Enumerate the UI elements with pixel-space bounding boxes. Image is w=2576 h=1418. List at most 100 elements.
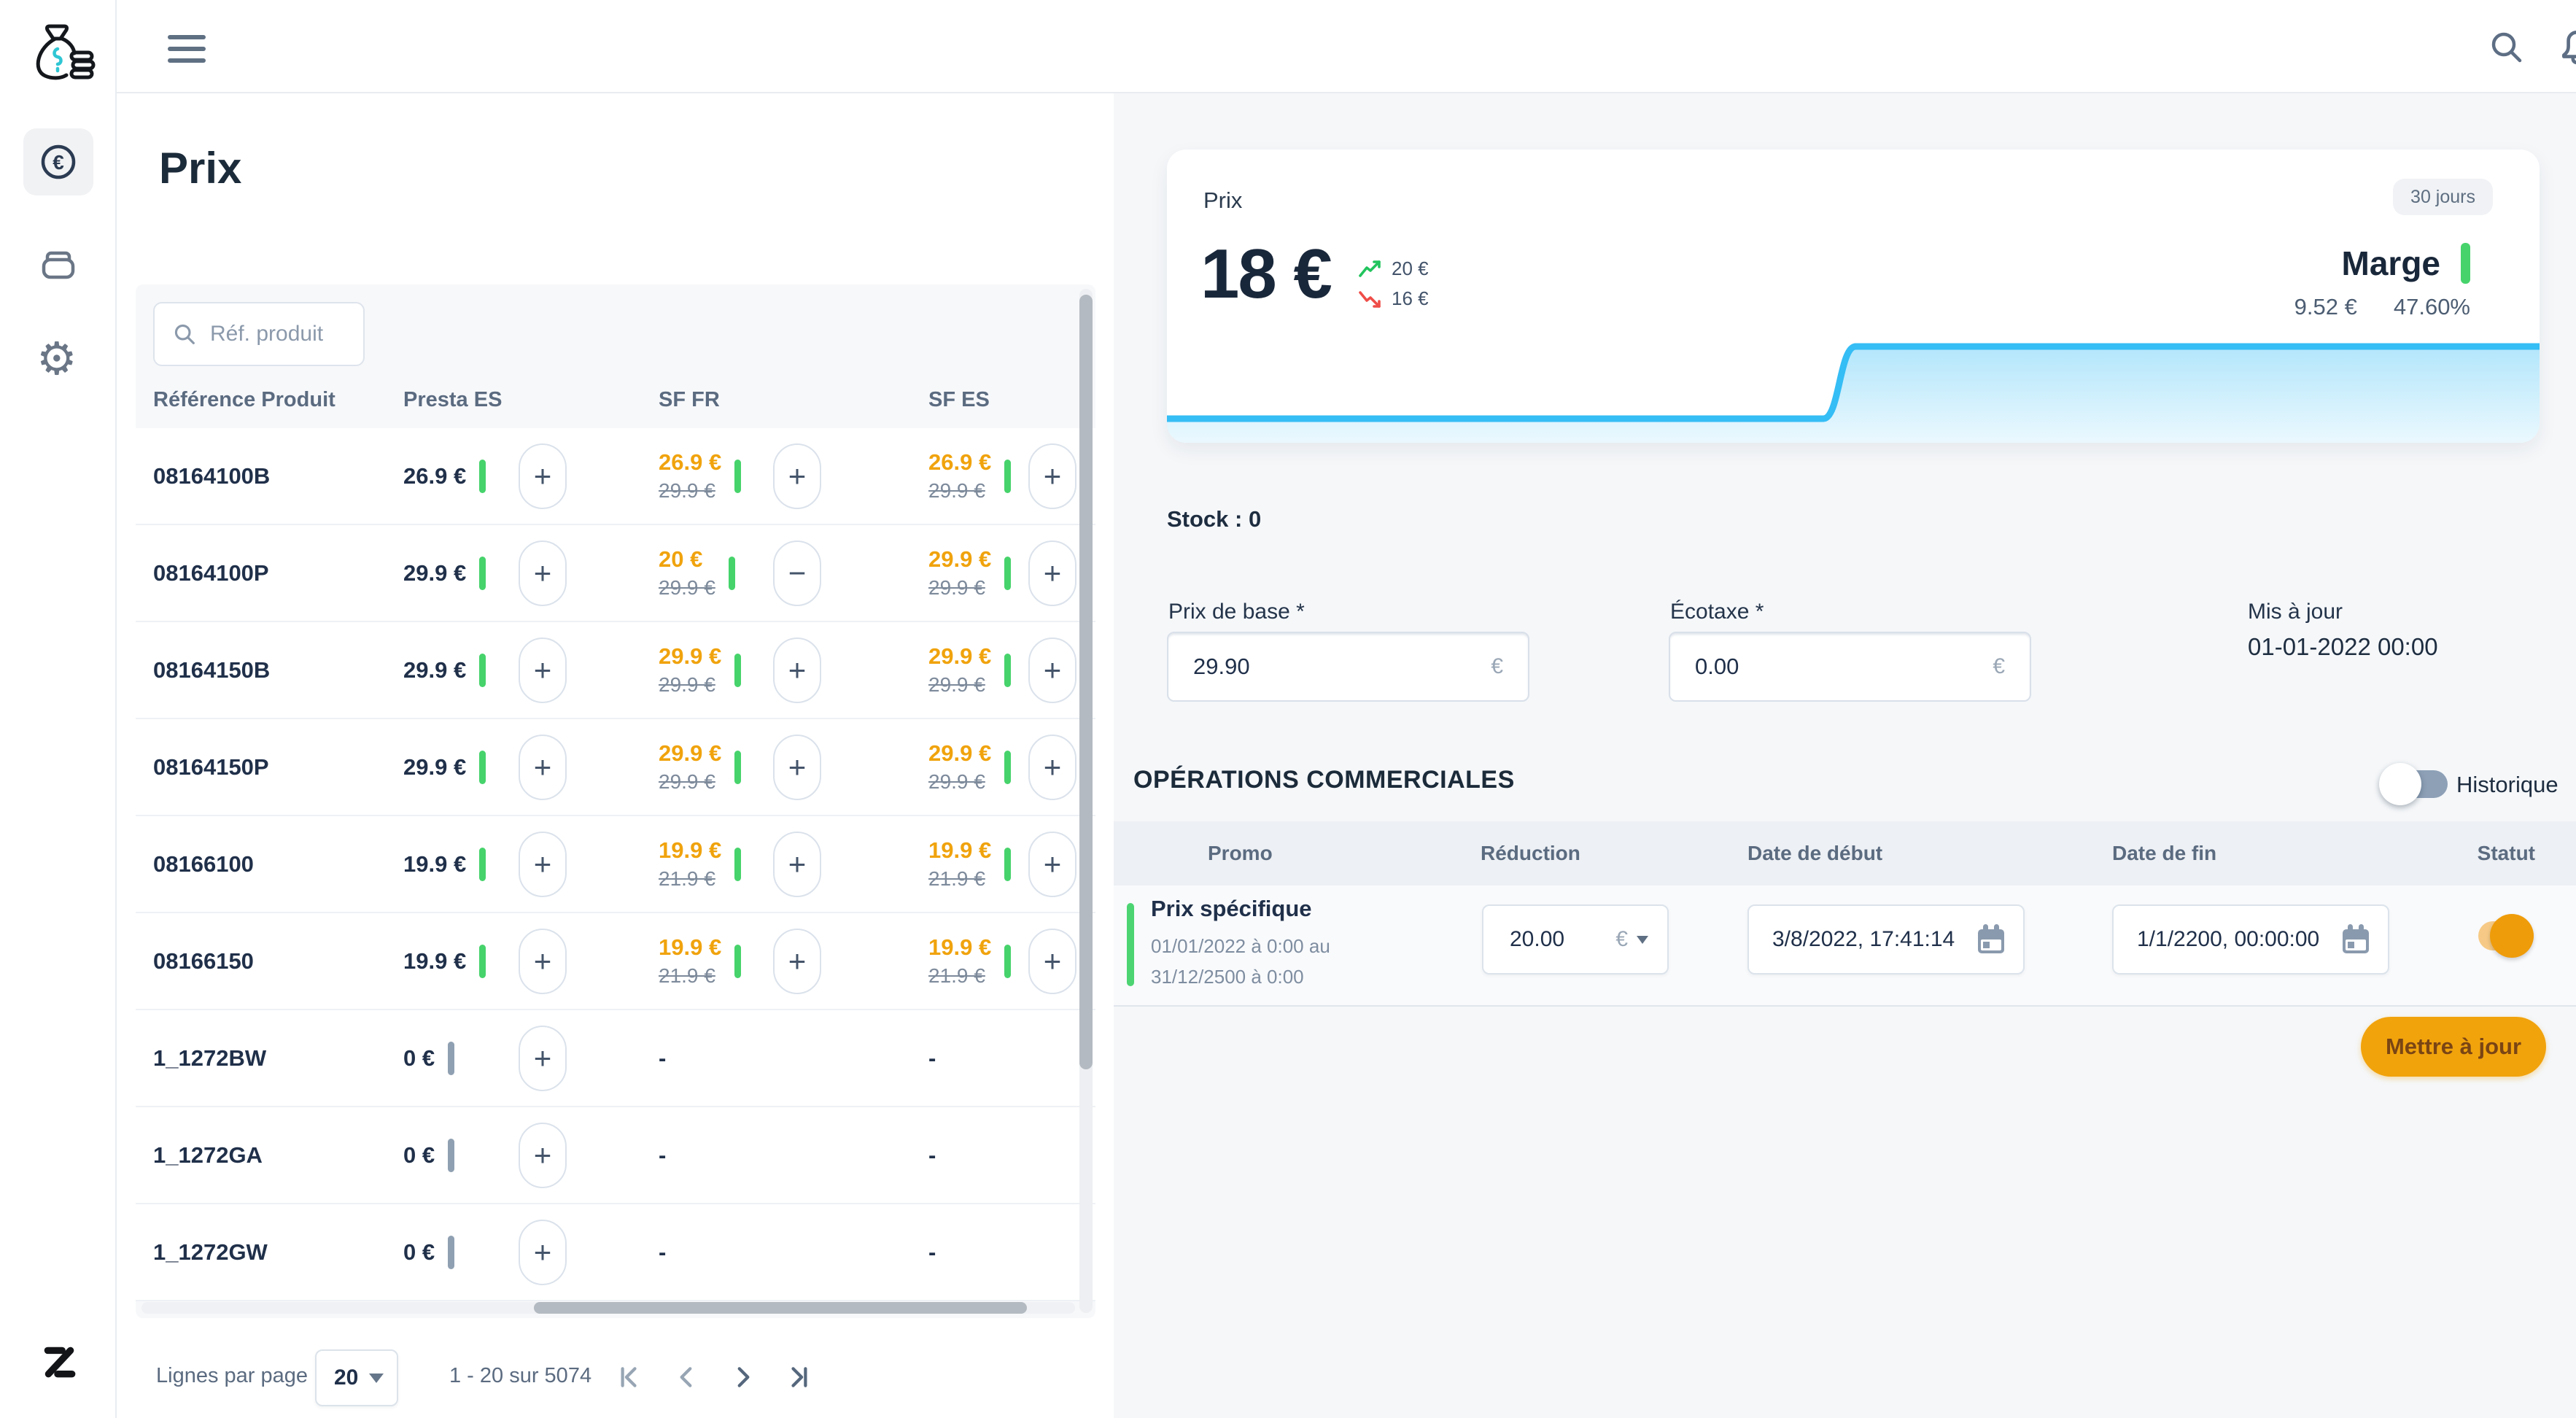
- sidebar-item-products-box-icon[interactable]: [38, 241, 79, 282]
- sf-fr-current-price: 20 €: [659, 546, 703, 572]
- trend-block: 20 € 16 €: [1358, 257, 1429, 310]
- notifications-bell-icon[interactable]: [2557, 26, 2576, 66]
- sf-fr-increase-button[interactable]: +: [773, 443, 821, 509]
- sf-es-cell: 29.9 € 29.9 €: [928, 719, 1012, 815]
- presta-price: 0 €: [403, 1142, 435, 1168]
- sf-fr-empty: -: [659, 1142, 667, 1168]
- sf-fr-increase-button[interactable]: +: [773, 735, 821, 800]
- price-bar: [479, 944, 486, 978]
- last-page-button[interactable]: [786, 1363, 814, 1391]
- vertical-scrollbar-thumb[interactable]: [1079, 295, 1093, 1069]
- presta-increase-button[interactable]: +: [519, 443, 567, 509]
- presta-increase-button[interactable]: +: [519, 929, 567, 994]
- sf-es-prices: 29.9 € 29.9 €: [928, 546, 991, 600]
- sf-es-increase-button[interactable]: +: [1028, 929, 1076, 994]
- table-row: 1_1272BW 0 € + - -: [136, 1010, 1095, 1107]
- ecotax-input[interactable]: 0.00 €: [1669, 632, 2031, 702]
- table-row: 08166150 19.9 € +19.9 € 21.9 € +19.9 € 21.9 €…: [136, 913, 1095, 1010]
- updated-value: 01-01-2022 00:00: [2248, 633, 2438, 660]
- sf-fr-prices: 26.9 € 29.9 €: [659, 449, 721, 503]
- first-page-button[interactable]: [614, 1363, 642, 1391]
- presta-increase-button[interactable]: +: [519, 1220, 567, 1285]
- start-date-value: 3/8/2022, 17:41:14: [1772, 927, 1955, 951]
- price-bar: [734, 653, 742, 687]
- sf-fr-current-price: 29.9 €: [659, 740, 722, 766]
- product-ref: 1_1272GW: [153, 1239, 268, 1265]
- sf-es-increase-button[interactable]: +: [1028, 735, 1076, 800]
- sf-fr-increase-button[interactable]: +: [773, 832, 821, 897]
- presta-increase-button[interactable]: +: [519, 1026, 567, 1091]
- sf-fr-increase-button[interactable]: +: [773, 638, 821, 703]
- presta-cell: 0 €: [403, 1204, 455, 1300]
- sf-es-prices: 29.9 € 29.9 €: [928, 740, 991, 794]
- update-button[interactable]: Mettre à jour: [2361, 1017, 2546, 1077]
- sf-es-increase-button[interactable]: +: [1028, 832, 1076, 897]
- sf-fr-old-price: 29.9 €: [659, 479, 715, 502]
- reduction-input[interactable]: 20.00 €: [1482, 904, 1669, 975]
- calendar-icon[interactable]: [1975, 923, 2007, 956]
- trend-up-row: 20 €: [1358, 257, 1429, 280]
- sf-es-prices: 19.9 € 21.9 €: [928, 934, 991, 988]
- start-date-input[interactable]: 3/8/2022, 17:41:14: [1747, 904, 2025, 975]
- historique-toggle-thumb[interactable]: [2379, 763, 2421, 805]
- price-bar: [1004, 459, 1012, 493]
- sf-fr-cell: 20 € 29.9 €: [659, 525, 735, 621]
- rows-per-page-label: Lignes par page: [156, 1364, 308, 1387]
- sf-es-increase-button[interactable]: +: [1028, 541, 1076, 606]
- sf-fr-current-price: 26.9 €: [659, 449, 722, 475]
- horizontal-scrollbar-thumb[interactable]: [534, 1302, 1027, 1314]
- euro-circle-icon: €: [41, 144, 76, 179]
- nav-rail: € ⚙: [0, 0, 117, 1418]
- rows-per-page-select[interactable]: 20: [315, 1349, 398, 1406]
- footer-z-logo-icon: [44, 1347, 76, 1378]
- price-bar: [1004, 556, 1012, 590]
- price-bar: [728, 556, 735, 590]
- previous-page-button[interactable]: [672, 1363, 700, 1391]
- current-price: 18 €: [1200, 235, 1332, 313]
- sidebar-item-settings-gear-icon[interactable]: ⚙: [36, 334, 77, 384]
- sf-fr-decrease-button[interactable]: −: [773, 541, 821, 606]
- end-date-input[interactable]: 1/1/2200, 00:00:00: [2112, 904, 2389, 975]
- sf-fr-cell: 19.9 € 21.9 €: [659, 816, 742, 912]
- sf-es-empty: -: [928, 1045, 936, 1071]
- presta-increase-button[interactable]: +: [519, 638, 567, 703]
- sf-es-increase-button[interactable]: +: [1028, 443, 1076, 509]
- product-ref: 08166150: [153, 948, 254, 974]
- sf-fr-cell: 29.9 € 29.9 €: [659, 622, 742, 718]
- next-page-button[interactable]: [729, 1363, 757, 1391]
- price-bar: [1004, 944, 1012, 978]
- price-bar: [734, 750, 742, 784]
- sf-fr-increase-button[interactable]: +: [773, 929, 821, 994]
- table-row: 08164150B 29.9 € +29.9 €29.9 € +29.9 €29.9 …: [136, 622, 1095, 719]
- chevron-down-icon[interactable]: [1637, 935, 1648, 944]
- presta-increase-button[interactable]: +: [519, 832, 567, 897]
- trend-down-row: 16 €: [1358, 287, 1429, 310]
- presta-increase-button[interactable]: +: [519, 735, 567, 800]
- sf-es-old-price: 21.9 €: [928, 964, 985, 987]
- statut-toggle-thumb[interactable]: [2490, 914, 2534, 958]
- sf-es-old-price: 29.9 €: [928, 673, 985, 696]
- reduction-unit: €: [1615, 927, 1648, 952]
- price-bar: [479, 847, 486, 881]
- sf-fr-prices: 19.9 € 21.9 €: [659, 837, 721, 891]
- marge-row: Marge: [2342, 243, 2470, 284]
- table-row: 1_1272GA 0 € + - -: [136, 1107, 1095, 1204]
- sf-fr-empty: -: [659, 1045, 667, 1071]
- presta-increase-button[interactable]: +: [519, 1123, 567, 1188]
- base-price-input[interactable]: 29.90 €: [1167, 632, 1529, 702]
- hamburger-menu-button[interactable]: [168, 35, 206, 63]
- price-bar: [479, 750, 486, 784]
- sf-fr-old-price: 21.9 €: [659, 964, 715, 987]
- sidebar-item-prices-active[interactable]: €: [23, 128, 93, 195]
- calendar-icon[interactable]: [2340, 923, 2372, 956]
- sf-es-prices: 19.9 € 21.9 €: [928, 837, 991, 891]
- search-icon[interactable]: [2487, 28, 2525, 66]
- search-input[interactable]: Réf. produit: [153, 302, 365, 366]
- sf-es-increase-button[interactable]: +: [1028, 638, 1076, 703]
- price-history-sparkline: [1167, 343, 2540, 443]
- column-header: SF FR: [659, 388, 720, 411]
- sf-fr-cell: 29.9 € 29.9 €: [659, 719, 742, 815]
- base-price-label: Prix de base *: [1168, 600, 1305, 624]
- sf-fr-old-price: 29.9 €: [659, 576, 715, 599]
- presta-increase-button[interactable]: +: [519, 541, 567, 606]
